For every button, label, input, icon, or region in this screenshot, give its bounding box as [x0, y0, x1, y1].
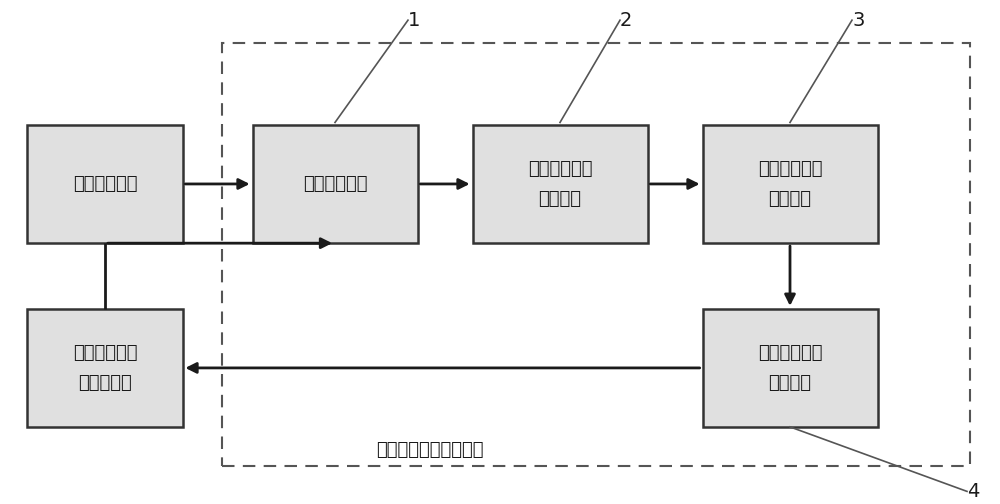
Text: 电动汽车充电调度中心: 电动汽车充电调度中心: [376, 440, 484, 459]
Text: 电动汽车换电: 电动汽车换电: [73, 344, 137, 362]
Text: 3: 3: [852, 11, 864, 30]
Bar: [702, 308, 878, 427]
Bar: [27, 308, 182, 427]
Bar: [27, 124, 182, 243]
Bar: [702, 124, 878, 243]
Text: 输出模块: 输出模块: [768, 373, 812, 392]
Text: 计算模块: 计算模块: [768, 190, 812, 208]
Text: 站管理系统: 站管理系统: [78, 373, 132, 392]
Text: 2: 2: [620, 11, 632, 30]
Bar: [473, 124, 648, 243]
Text: 数据接收模块: 数据接收模块: [303, 175, 367, 193]
Text: 电网调度部门: 电网调度部门: [73, 175, 137, 193]
Text: 4: 4: [967, 482, 979, 501]
Text: 充电功率指令: 充电功率指令: [758, 160, 822, 178]
Text: 建立模块: 建立模块: [538, 190, 582, 208]
Text: 1: 1: [408, 11, 420, 30]
Text: 充电调度模型: 充电调度模型: [528, 160, 592, 178]
Text: 充电功率指令: 充电功率指令: [758, 344, 822, 362]
Bar: [252, 124, 418, 243]
